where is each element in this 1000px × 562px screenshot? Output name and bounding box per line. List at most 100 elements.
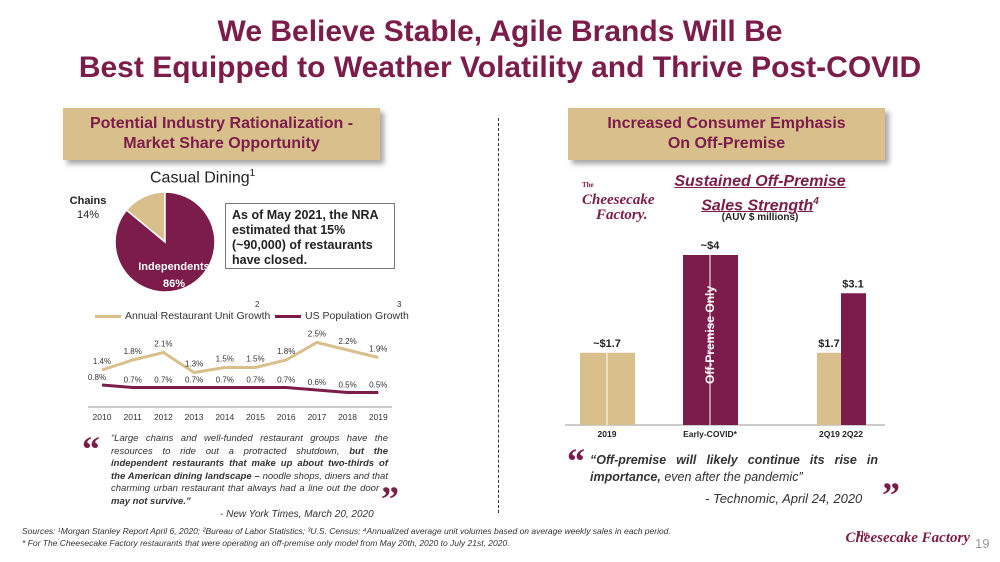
sources-line-1: Sources: ¹Morgan Stanley Report April 6,… xyxy=(22,526,671,536)
pie-label-chains-value: 14% xyxy=(77,209,99,221)
data-label-population-2016: 0.7% xyxy=(277,376,295,385)
right-header-line-1: Increased Consumer Emphasis xyxy=(607,115,846,132)
data-label-population-2014: 0.7% xyxy=(216,376,234,385)
bar-early-covid-value: ~$4 xyxy=(701,240,721,252)
line-series-population-growth xyxy=(101,383,379,394)
legend-item-population-growth: US Population Growth 3 xyxy=(275,300,409,322)
bar-chart-title-line-1: Sustained Off-Premise xyxy=(674,173,846,190)
right-open-quote-icon: “ xyxy=(567,441,585,481)
pie-label-chains-name: Chains xyxy=(70,195,106,207)
pie-label-independents-name: Independents xyxy=(138,261,210,273)
bar-chart-subtitle: (AUV $ millions) xyxy=(721,212,799,223)
logo-small-the: The xyxy=(582,181,594,189)
nra-note: As of May 2021, the NRA estimated that 1… xyxy=(225,203,395,269)
bar-2q-label: 2Q19 2Q22 xyxy=(819,429,863,439)
left-quote-part-4: may not survive.” xyxy=(111,495,191,507)
legend-footnote-restaurant-growth: 2 xyxy=(255,300,260,309)
data-label-population-2011: 0.7% xyxy=(124,376,142,385)
sources-footnote: Sources: ¹Morgan Stanley Report April 6,… xyxy=(22,525,671,549)
right-quote-part-2: even after the pandemic” xyxy=(660,470,803,484)
data-label-population-2018: 0.5% xyxy=(338,381,356,390)
data-label-restaurant-2013: 1.3% xyxy=(185,360,203,369)
cheesecake-factory-logo: The Cheesecake Factory xyxy=(835,530,970,546)
left-quote-part-2: but the independent restaurants that mak… xyxy=(111,445,388,482)
page-number: 19 xyxy=(975,536,990,551)
right-quote-attribution: - Technomic, April 24, 2020 xyxy=(705,491,863,506)
data-label-population-2010: 0.8% xyxy=(88,373,106,382)
right-header-line-2: On Off-Premise xyxy=(667,135,786,152)
legend-swatch-restaurant-growth xyxy=(95,314,121,318)
title-line-2: Best Equipped to Weather Volatility and … xyxy=(78,51,922,84)
data-label-restaurant-2017: 2.5% xyxy=(308,330,326,339)
right-section-header: Increased Consumer Emphasis On Off-Premi… xyxy=(568,108,885,160)
pie-title-text: Casual Dining xyxy=(150,169,250,187)
x-tick-2016: 2016 xyxy=(277,412,296,422)
left-quote-part-1: “Large chains and well-funded restaurant… xyxy=(111,433,388,457)
cheesecake-factory-logo-small: The Cheesecake Factory. xyxy=(582,178,655,223)
slide-title: We Believe Stable, Agile Brands Will Be … xyxy=(0,14,1000,86)
legend-label-restaurant-growth: Annual Restaurant Unit Growth xyxy=(125,310,271,322)
left-quote-part-3: noodle shops, diners and that charming u… xyxy=(111,470,388,495)
logo-name: Cheesecake Factory xyxy=(845,530,970,546)
bar-2q19-value: $1.7 xyxy=(818,338,839,350)
right-quote: “Off-premise will likely continue its ri… xyxy=(590,452,878,486)
line-series-restaurant-growth xyxy=(101,340,379,375)
bar-chart-title-line-2: Sales Strength xyxy=(701,197,814,215)
data-label-restaurant-2010: 1.4% xyxy=(93,357,111,366)
data-label-restaurant-2012: 2.1% xyxy=(154,340,172,349)
left-close-quote-icon: ” xyxy=(381,479,399,519)
sources-line-2: * For The Cheesecake Factory restaurants… xyxy=(22,538,510,548)
pie-chart: Chains 14% Independents 86% xyxy=(70,191,216,293)
x-tick-2013: 2013 xyxy=(185,412,204,422)
data-label-population-2012: 0.7% xyxy=(154,376,172,385)
data-label-restaurant-2011: 1.8% xyxy=(124,347,142,356)
left-header-line-1: Potential Industry Rationalization - xyxy=(89,115,354,132)
bar-2q22-value: $3.1 xyxy=(842,278,863,290)
growth-line-chart: 1.4% 1.8% 2.1% 1.3% 1.5% 1.5% 1.8% 2.5% 2.2% 1.9%… xyxy=(88,330,392,422)
data-label-restaurant-2018: 2.2% xyxy=(338,337,356,346)
bar-chart-title-footnote: 4 xyxy=(813,196,819,207)
pie-title-footnote: 1 xyxy=(249,168,256,179)
data-label-population-2013: 0.7% xyxy=(185,376,203,385)
section-divider xyxy=(498,118,499,513)
logo-small-line-2: Factory. xyxy=(596,207,648,223)
bar-2019-label: 2019 xyxy=(598,429,617,439)
left-header-line-2: Market Share Opportunity xyxy=(123,135,320,152)
x-tick-2017: 2017 xyxy=(307,412,326,422)
bar-2q22 xyxy=(841,293,866,425)
title-line-1: We Believe Stable, Agile Brands Will Be xyxy=(217,15,783,48)
logo-small-line-1: Cheesecake xyxy=(582,192,655,208)
left-open-quote-icon: “ xyxy=(82,429,100,469)
x-tick-2012: 2012 xyxy=(154,412,173,422)
bar-2019-value: ~$1.7 xyxy=(593,338,621,350)
right-close-quote-icon: ” xyxy=(882,475,900,515)
logo-the: The xyxy=(857,530,869,538)
right-quote-part-1: “Off-premise will likely continue its ri… xyxy=(590,453,878,484)
x-tick-2018: 2018 xyxy=(338,412,357,422)
x-tick-2010: 2010 xyxy=(93,412,112,422)
data-label-restaurant-2015: 1.5% xyxy=(246,355,264,364)
pie-slice-independents xyxy=(114,191,216,293)
x-tick-2015: 2015 xyxy=(246,412,265,422)
legend-footnote-population-growth: 3 xyxy=(397,300,402,309)
bar-chart-title: Sustained Off-Premise Sales Strength4 xyxy=(660,172,860,216)
pie-label-independents-value: 86% xyxy=(163,278,185,290)
bar-2q19 xyxy=(817,352,841,425)
data-label-restaurant-2019: 1.9% xyxy=(369,345,387,354)
x-tick-2011: 2011 xyxy=(124,412,143,422)
left-quote-attribution: - New York Times, March 20, 2020 xyxy=(220,509,374,520)
pie-title: Casual Dining1 xyxy=(150,168,255,187)
bar-early-covid-label: Early-COVID* xyxy=(683,429,738,439)
legend-item-restaurant-growth: Annual Restaurant Unit Growth 2 xyxy=(95,300,271,322)
data-label-restaurant-2014: 1.5% xyxy=(216,355,234,364)
bar-early-covid-inner-label: Off-Premise Only xyxy=(703,286,717,384)
off-premise-bar-chart: ~$1.7 2019 ~$4 Off-Premise Only Early-COVID*… xyxy=(565,240,885,439)
x-tick-2014: 2014 xyxy=(215,412,234,422)
x-tick-2019: 2019 xyxy=(369,412,388,422)
left-section-header: Potential Industry Rationalization - Mar… xyxy=(63,108,380,160)
data-label-restaurant-2016: 1.8% xyxy=(277,347,295,356)
legend-swatch-population-growth xyxy=(275,314,301,318)
data-label-population-2017: 0.6% xyxy=(308,378,326,387)
legend-label-population-growth: US Population Growth xyxy=(305,310,409,322)
data-label-population-2015: 0.7% xyxy=(246,376,264,385)
